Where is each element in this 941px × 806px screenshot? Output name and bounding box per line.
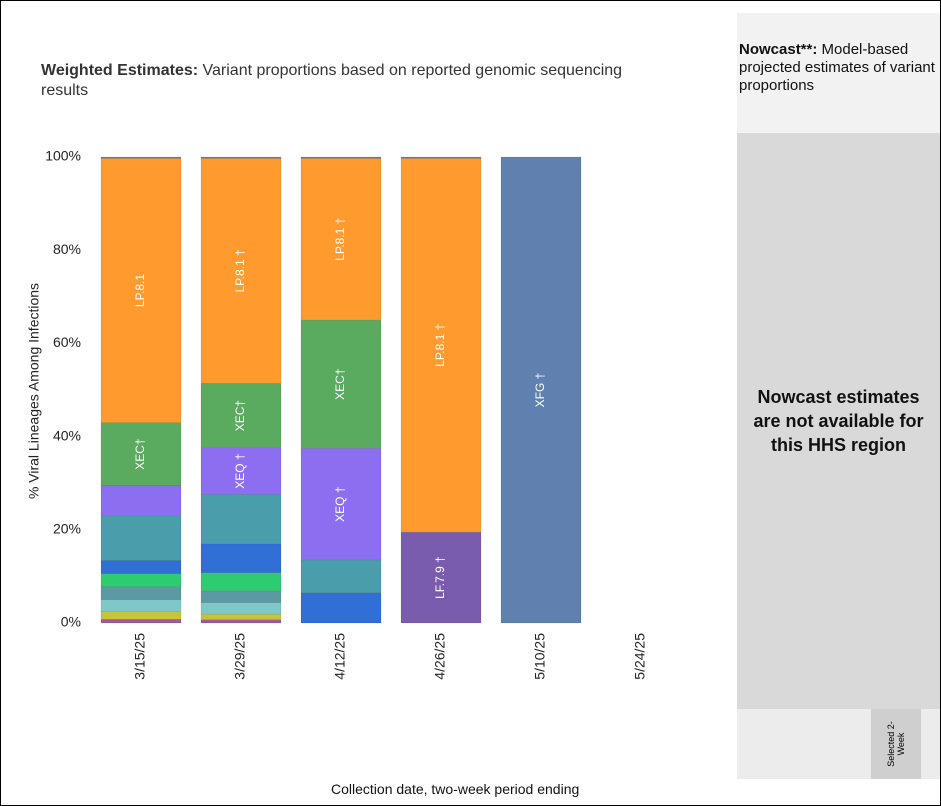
nowcast-heading: Nowcast**:	[739, 41, 818, 58]
subtitle: Variant proportions based on reported ge…	[41, 62, 623, 99]
bar-segment	[200, 156, 282, 159]
segment-label: LP.8.1 †	[233, 249, 247, 292]
segment-label: LP.8.1 †	[333, 218, 347, 261]
bar-segment	[400, 531, 482, 624]
bar-segment	[300, 156, 382, 159]
segment-label: LP.8.1	[133, 274, 147, 307]
x-tick-label: 5/24/25	[632, 633, 648, 680]
bar-segment	[100, 619, 182, 624]
x-tick-label: 3/29/25	[232, 633, 248, 680]
bar-segment	[400, 156, 482, 159]
segment-label: XEC†	[333, 368, 347, 399]
bar-segment	[100, 560, 182, 574]
y-tick-label: 80%	[53, 241, 81, 257]
x-tick-label: 4/12/25	[332, 633, 348, 680]
segment-label: XEQ †	[233, 453, 247, 488]
bar-segment	[300, 319, 382, 449]
segment-label: XEQ †	[333, 486, 347, 521]
bar-segment	[400, 158, 482, 533]
y-tick-label: 40%	[53, 427, 81, 443]
segment-label: XFG †	[533, 373, 547, 408]
segment-label: LP.8.1 †	[433, 324, 447, 367]
bar-segment	[100, 422, 182, 486]
bar-segment	[300, 158, 382, 321]
nowcast-message: Nowcast estimates are not available for …	[753, 387, 924, 455]
bar-segment	[200, 543, 282, 573]
x-tick-label: 5/10/25	[532, 633, 548, 680]
segment-label: XEC†	[233, 400, 247, 431]
y-axis-label: % Viral Lineages Among Infections	[26, 283, 42, 499]
bar-segment	[500, 156, 582, 624]
bar-segment	[100, 611, 182, 620]
bar-segment	[100, 599, 182, 612]
nowcast-footer: Selected 2-Week	[737, 709, 940, 779]
bar-segment	[100, 586, 182, 600]
button-label: Selected 2-Week	[886, 721, 906, 767]
bar-segment	[100, 158, 182, 423]
bar-segment	[200, 158, 282, 384]
y-tick-label: 60%	[53, 334, 81, 350]
bar-segment	[200, 613, 282, 620]
bar-segment	[200, 602, 282, 615]
segment-label: XEC†	[133, 438, 147, 469]
bar-segment	[300, 559, 382, 593]
segment-label: LF.7.9 †	[433, 556, 447, 599]
chart-title: Weighted Estimates: Variant proportions …	[41, 61, 641, 101]
y-tick-label: 20%	[53, 521, 81, 537]
chart: % Viral Lineages Among Infections 0% 20% 4…	[26, 148, 648, 680]
bar-segment	[100, 515, 182, 561]
y-tick-label: 100%	[45, 148, 81, 164]
y-tick-label: 0%	[61, 614, 81, 630]
x-axis-label: Collection date, two-week period ending	[331, 781, 580, 797]
x-tick-label: 3/15/25	[132, 633, 148, 680]
selected-2-week-button[interactable]: Selected 2-Week	[871, 709, 921, 779]
bar-segment	[300, 592, 382, 624]
nowcast-header-text: Nowcast**: Model-based projected estimat…	[737, 13, 940, 95]
bar-segment	[200, 494, 282, 545]
bar-segment	[200, 590, 282, 603]
nowcast-body: Nowcast estimates are not available for …	[737, 133, 940, 709]
bar-segment	[200, 572, 282, 592]
nowcast-description: Model-based projected estimates of varia…	[739, 41, 935, 94]
title-bold: Weighted Estimates:	[41, 62, 199, 79]
bar-segment	[100, 573, 182, 587]
x-tick-label: 4/26/25	[432, 633, 448, 680]
nowcast-header: Nowcast**: Model-based projected estimat…	[737, 13, 940, 133]
bar-segment	[100, 485, 182, 517]
bar-segment	[100, 156, 182, 159]
bar-segment	[200, 619, 282, 624]
